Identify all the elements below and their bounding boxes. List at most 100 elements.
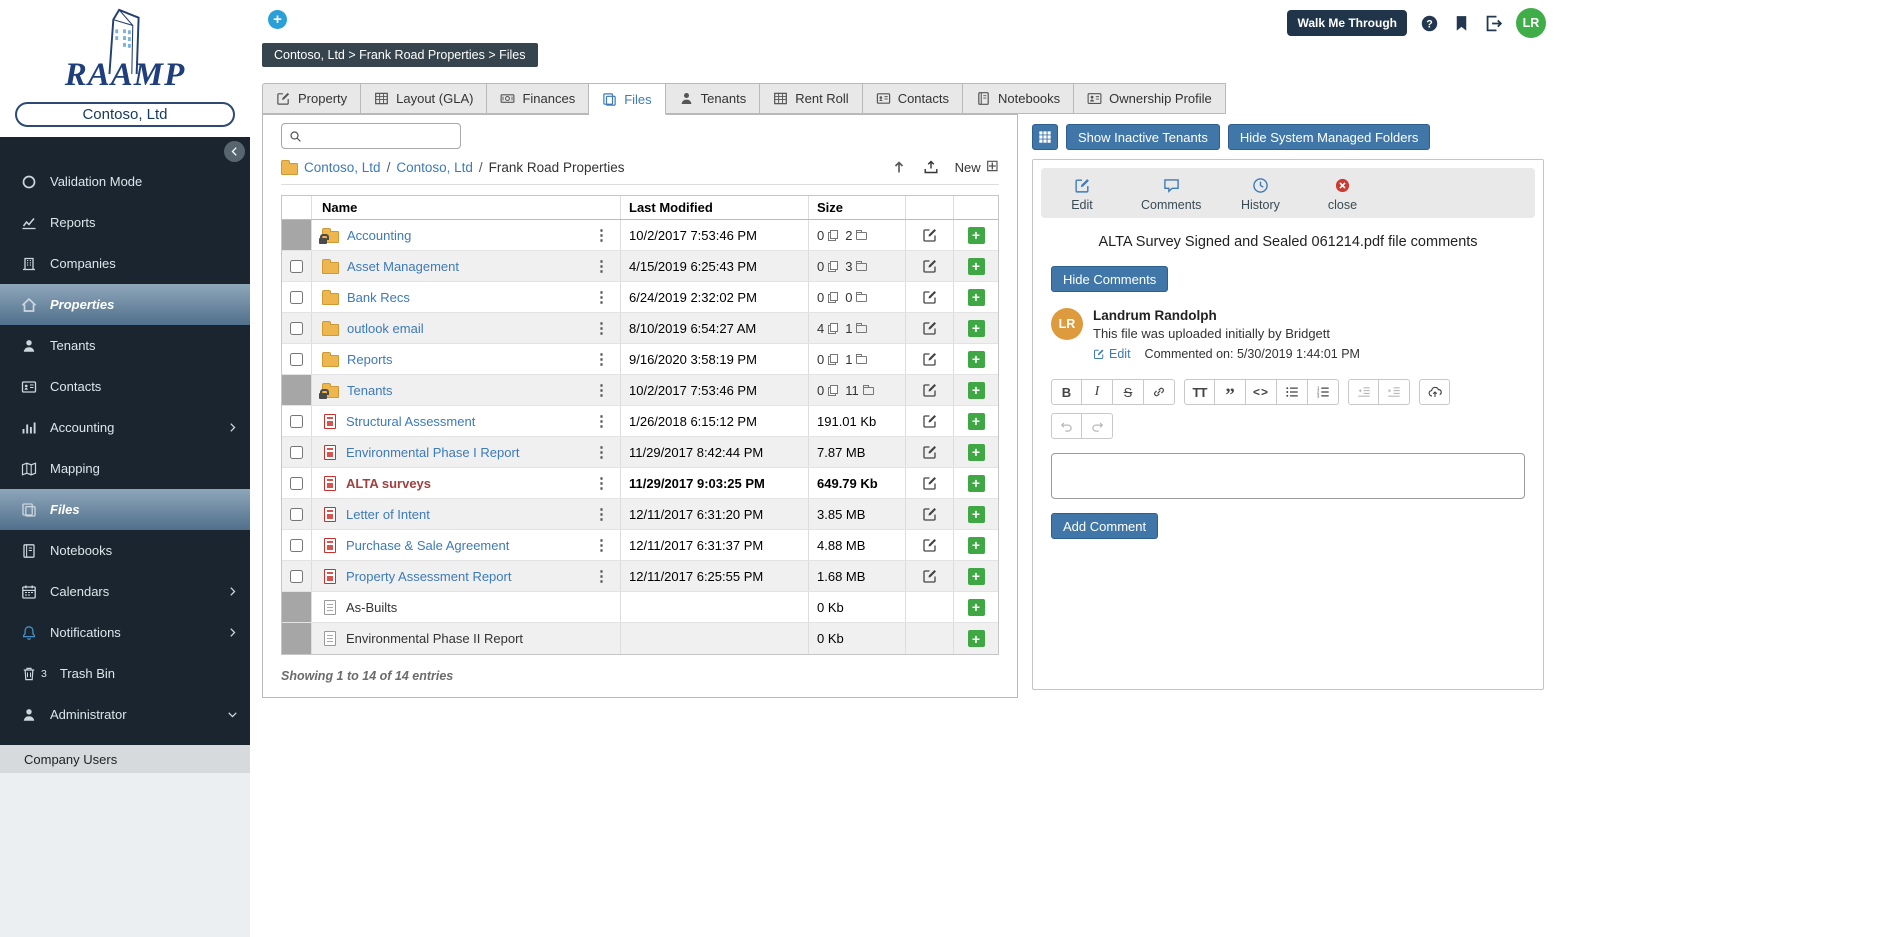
tab-layout-gla[interactable]: Layout (GLA) — [361, 83, 488, 114]
sidebar-item-notebooks[interactable]: Notebooks — [0, 530, 250, 571]
bookmark-icon[interactable] — [1452, 14, 1471, 33]
tab-rent-roll[interactable]: Rent Roll — [760, 83, 863, 114]
add-comment-button[interactable]: Add Comment — [1051, 513, 1159, 539]
file-name-link[interactable]: As-Builts — [346, 599, 398, 615]
file-name-link[interactable]: Reports — [347, 351, 393, 367]
logout-icon[interactable] — [1484, 14, 1503, 33]
row-menu-icon[interactable]: ⋮ — [594, 289, 609, 306]
show-inactive-tenants-button[interactable]: Show Inactive Tenants — [1066, 124, 1220, 150]
add-row-button[interactable]: + — [967, 226, 985, 244]
edit-row-button[interactable] — [922, 506, 938, 522]
edit-row-button[interactable] — [922, 320, 938, 336]
file-name-link[interactable]: Structural Assessment — [346, 413, 476, 429]
file-name-link[interactable]: Tenants — [347, 382, 393, 398]
row-checkbox[interactable] — [290, 321, 303, 335]
row-checkbox[interactable] — [290, 259, 303, 273]
row-checkbox[interactable] — [290, 290, 303, 304]
header-size[interactable]: Size — [809, 196, 906, 219]
new-button[interactable]: New ⊞ — [954, 158, 999, 175]
edit-row-button[interactable] — [922, 227, 938, 243]
upload-icon[interactable] — [923, 159, 939, 175]
row-checkbox[interactable] — [290, 414, 303, 428]
row-checkbox[interactable] — [290, 507, 303, 521]
grid-view-button[interactable] — [1032, 124, 1058, 150]
row-menu-icon[interactable]: ⋮ — [594, 413, 609, 430]
help-icon[interactable] — [1420, 14, 1439, 33]
edit-row-button[interactable] — [922, 568, 938, 584]
add-row-button[interactable]: + — [967, 630, 985, 647]
add-row-button[interactable]: + — [967, 567, 985, 585]
row-menu-icon[interactable]: ⋮ — [594, 320, 609, 337]
tab-finances[interactable]: Finances — [487, 83, 590, 114]
comment-input[interactable] — [1051, 453, 1525, 499]
row-menu-icon[interactable]: ⋮ — [594, 537, 609, 554]
sidebar-item-contacts[interactable]: Contacts — [0, 366, 250, 407]
sidebar-item-tenants[interactable]: Tenants — [0, 325, 250, 366]
comment-edit-link[interactable]: Edit — [1093, 347, 1131, 361]
add-row-button[interactable]: + — [967, 350, 985, 368]
row-menu-icon[interactable]: ⋮ — [594, 506, 609, 523]
file-name-link[interactable]: Letter of Intent — [346, 506, 430, 522]
walk-me-through-button[interactable]: Walk Me Through — [1287, 10, 1407, 36]
strikethrough-button[interactable]: S — [1113, 379, 1144, 405]
edit-row-button[interactable] — [922, 475, 938, 491]
file-name-link[interactable]: Asset Management — [347, 258, 460, 274]
row-menu-icon[interactable]: ⋮ — [594, 444, 609, 461]
header-name[interactable]: Name — [312, 196, 621, 219]
blockquote-button[interactable]: ” — [1215, 379, 1246, 406]
unordered-list-button[interactable] — [1277, 379, 1309, 405]
add-row-button[interactable]: + — [967, 319, 985, 337]
upload-button[interactable] — [1419, 379, 1451, 405]
edit-row-button[interactable] — [922, 537, 938, 553]
file-name-link[interactable]: Accounting — [347, 227, 412, 243]
header-last-modified[interactable]: Last Modified — [621, 196, 809, 219]
sidebar-item-notifications[interactable]: Notifications — [0, 612, 250, 653]
edit-row-button[interactable] — [922, 258, 938, 274]
row-checkbox[interactable] — [290, 352, 303, 366]
row-menu-icon[interactable]: ⋮ — [594, 227, 609, 244]
tab-tenants[interactable]: Tenants — [665, 83, 761, 114]
ordered-list-button[interactable] — [1308, 379, 1340, 405]
file-name-link[interactable]: outlook email — [347, 320, 424, 336]
search-input[interactable] — [308, 128, 453, 144]
row-menu-icon[interactable]: ⋮ — [594, 568, 609, 585]
edit-row-button[interactable] — [922, 382, 938, 398]
sidebar-item-companies[interactable]: Companies — [0, 243, 250, 284]
add-row-button[interactable]: + — [967, 412, 985, 430]
edit-row-button[interactable] — [922, 289, 938, 305]
file-name-link[interactable]: Environmental Phase I Report — [346, 444, 520, 460]
add-row-button[interactable]: + — [967, 505, 985, 523]
add-row-button[interactable]: + — [967, 536, 985, 554]
row-checkbox[interactable] — [290, 476, 303, 490]
row-menu-icon[interactable]: ⋮ — [594, 475, 609, 492]
add-row-button[interactable]: + — [967, 443, 985, 461]
sidebar-item-files[interactable]: Files — [0, 489, 250, 530]
sidebar-item-calendars[interactable]: Calendars — [0, 571, 250, 612]
tab-property[interactable]: Property — [262, 83, 362, 114]
font-size-button[interactable]: TT — [1184, 379, 1215, 405]
sidebar-item-company-users[interactable]: Company Users — [0, 745, 250, 773]
row-checkbox[interactable] — [290, 569, 303, 583]
tab-contacts[interactable]: Contacts — [862, 83, 963, 114]
sidebar-item-validation-mode[interactable]: Validation Mode — [0, 161, 250, 202]
edit-action-button[interactable]: Edit — [1059, 177, 1105, 212]
sidebar-item-mapping[interactable]: Mapping — [0, 448, 250, 489]
add-row-button[interactable]: + — [967, 598, 985, 616]
add-row-button[interactable]: + — [967, 257, 985, 275]
row-menu-icon[interactable]: ⋮ — [594, 382, 609, 399]
sidebar-item-properties[interactable]: Properties — [0, 284, 250, 325]
sidebar-collapse-button[interactable] — [224, 141, 245, 162]
file-name-link[interactable]: Environmental Phase II Report — [346, 631, 524, 646]
sidebar-item-reports[interactable]: Reports — [0, 202, 250, 243]
go-up-folder-icon[interactable] — [891, 159, 907, 175]
edit-row-button[interactable] — [922, 413, 938, 429]
tab-files[interactable]: Files — [589, 83, 666, 115]
row-menu-icon[interactable]: ⋮ — [594, 258, 609, 275]
add-row-button[interactable]: + — [967, 474, 985, 492]
comments-action-button[interactable]: Comments — [1141, 177, 1201, 212]
add-new-button[interactable]: + — [268, 10, 287, 29]
bold-button[interactable]: B — [1051, 379, 1082, 405]
row-checkbox[interactable] — [290, 445, 303, 459]
row-menu-icon[interactable]: ⋮ — [594, 351, 609, 368]
add-row-button[interactable]: + — [967, 381, 985, 399]
